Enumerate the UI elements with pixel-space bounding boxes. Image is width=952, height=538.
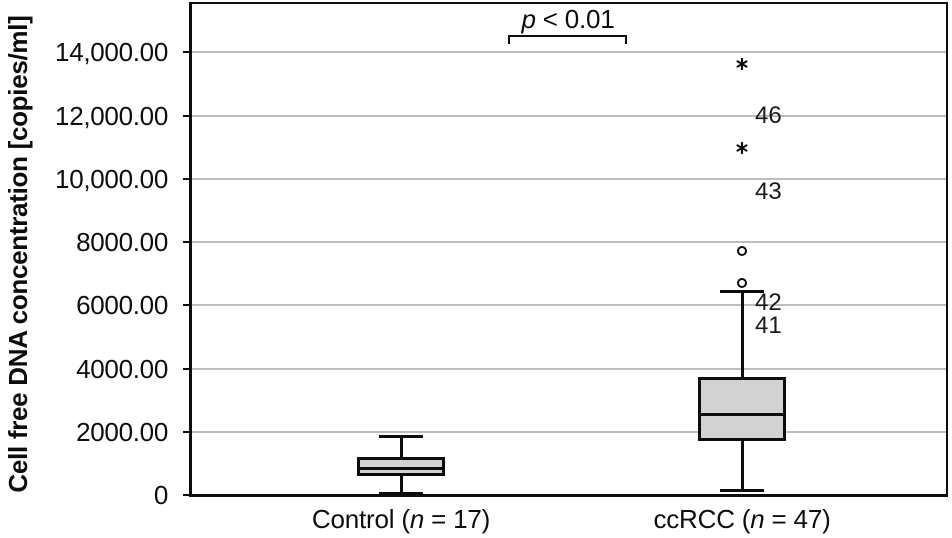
median-line xyxy=(698,412,786,416)
gridline xyxy=(192,51,946,54)
y-tick-mark xyxy=(183,114,192,117)
plot-area-frame xyxy=(189,2,948,497)
x-label-text: = 17) xyxy=(424,504,491,534)
y-tick-mark xyxy=(183,241,192,244)
p-value-text: p < 0.01 xyxy=(498,4,638,34)
extreme-outlier-star-icon xyxy=(736,57,748,71)
y-tick-label: 4000.00 xyxy=(76,353,168,384)
extreme-outlier-star-icon xyxy=(736,141,748,155)
y-tick-mark xyxy=(183,304,192,307)
gridline xyxy=(192,114,946,117)
x-axis-label-control: Control (n = 17) xyxy=(251,504,551,534)
median-line xyxy=(357,466,445,470)
n-symbol: n xyxy=(409,504,425,534)
p-symbol: p xyxy=(521,4,536,34)
y-tick-label: 0 xyxy=(153,480,168,510)
y-tick-label: 14,000.00 xyxy=(55,37,168,68)
x-label-text: Control ( xyxy=(311,504,410,534)
outlier-case-label: 43 xyxy=(755,178,782,206)
lower-whisker-line xyxy=(740,439,744,491)
upper-whisker-cap xyxy=(720,289,764,293)
gridline xyxy=(192,430,946,433)
significance-bracket xyxy=(508,35,627,44)
y-tick-mark xyxy=(183,494,192,496)
y-tick-mark xyxy=(183,51,192,54)
iqr-box xyxy=(698,377,786,441)
n-symbol: n xyxy=(750,504,765,534)
outlier-case-label: 42 xyxy=(755,288,782,316)
lower-whisker-cap xyxy=(720,489,764,493)
y-tick-label: 8000.00 xyxy=(76,227,168,258)
p-value-rest: < 0.01 xyxy=(535,4,615,34)
y-tick-mark xyxy=(183,430,192,433)
iqr-box xyxy=(357,456,445,477)
y-tick-label: 12,000.00 xyxy=(55,100,168,131)
outlier-circle-icon xyxy=(737,245,747,256)
lower-whisker-line xyxy=(399,474,403,494)
outlier-circle-icon xyxy=(737,277,747,288)
upper-whisker-line xyxy=(399,436,403,459)
y-tick-label: 2000.00 xyxy=(76,416,168,447)
y-tick-mark xyxy=(183,177,192,180)
gridline xyxy=(192,241,946,244)
lower-whisker-cap xyxy=(379,491,423,495)
upper-whisker-cap xyxy=(379,434,423,438)
y-tick-mark xyxy=(183,367,192,370)
gridline xyxy=(192,177,946,180)
outlier-case-label: 41 xyxy=(755,311,782,339)
upper-whisker-line xyxy=(740,291,744,379)
y-tick-label: 10,000.00 xyxy=(55,163,168,194)
x-label-text: = 47) xyxy=(764,504,831,534)
x-axis-label-ccrcc: ccRCC (n = 47) xyxy=(592,504,892,534)
gridline xyxy=(192,367,946,370)
gridline xyxy=(192,304,946,307)
outlier-case-label: 46 xyxy=(755,102,782,130)
x-label-text: ccRCC ( xyxy=(653,504,751,534)
y-tick-label: 6000.00 xyxy=(76,290,168,321)
